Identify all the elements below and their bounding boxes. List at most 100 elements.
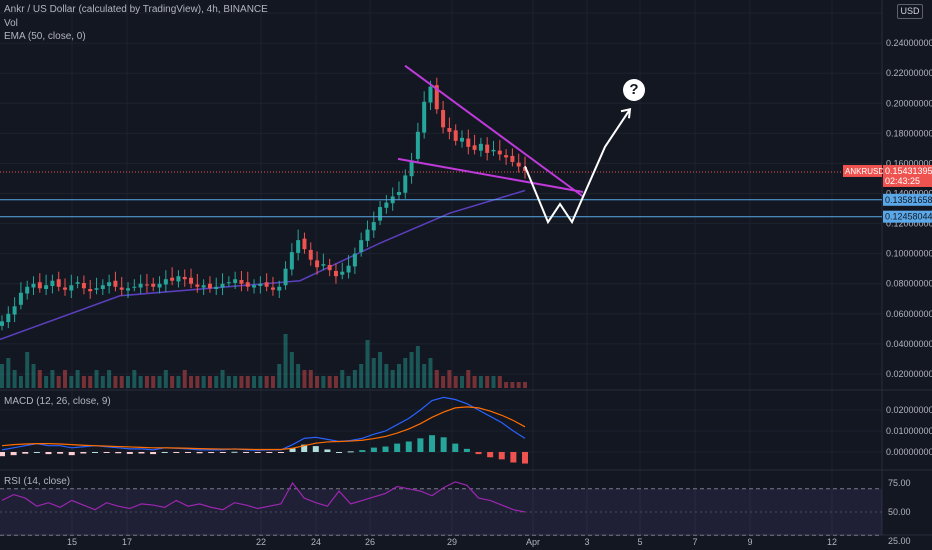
volume-bar [0,364,4,388]
candle-body [459,137,464,142]
candle-body [523,167,527,171]
macd-histogram-bar [463,448,470,452]
macd-histogram-bar [138,452,145,454]
candle-body [63,287,68,290]
candle-body [107,282,112,286]
time-tick-label: 9 [747,537,752,547]
candle-body [283,268,288,286]
last-price-tag-bg [883,164,932,187]
projection-path [524,108,631,225]
price-tick-label: 0.12000000 [886,219,932,229]
macd-legend: MACD (12, 26, close, 9) [4,396,111,407]
macd-histogram-bar [452,443,459,452]
descending-trendline [404,64,584,198]
price-tick-label: 0.08000000 [886,279,932,289]
candle-body [81,282,86,289]
volume-bar [69,376,74,388]
candle-body [302,238,307,250]
candle-body [88,289,93,292]
volume-bar [75,370,80,388]
candle-body [25,286,30,294]
currency-button[interactable]: USD [897,4,923,19]
candle-body [378,207,383,221]
candles [0,77,527,331]
candle-body [214,286,219,290]
candle-body [69,285,74,291]
time-tick-label: 3 [584,537,589,547]
volume-bar [340,370,345,388]
macd-histogram-bar [266,452,273,453]
volume-bar [157,376,162,388]
candle-body [453,130,458,141]
macd-histogram-bar [440,437,447,452]
candle-body [157,283,162,288]
volume-bar [63,370,68,388]
price-tick-label: 0.20000000 [886,98,932,108]
volume-bar [170,376,175,388]
macd-histogram-bar [429,435,436,452]
candle-body [126,288,131,291]
symbol-tag-bg [843,164,882,177]
volume-bar [207,376,212,388]
volume-bar [409,352,414,388]
candle-body [516,162,521,167]
volume-bar [302,370,307,388]
candle-body [346,265,351,273]
time-tick-label: 22 [256,537,266,547]
volume-bar [50,370,55,388]
candle-body [138,283,143,288]
candle-body [233,279,238,283]
volume-bar [485,376,490,388]
volume-bar [497,376,502,388]
volume-bar [308,370,313,388]
macd-histogram-bar [231,451,238,453]
candle-body [359,240,364,253]
volume-bar [182,370,187,388]
macd-histogram-bar [417,438,424,452]
volume-bar [81,376,86,388]
macd-histogram-bar [382,446,389,452]
volume-bar [214,376,219,388]
volume-bar [422,364,427,388]
price-tick-label: 0.16000000 [886,158,932,168]
last-price-tag: 0.15431395 [885,166,932,176]
time-tick-label: 7 [692,537,697,547]
grid [0,0,882,535]
macd-histogram-bar [10,452,17,456]
volume-bar [151,376,156,388]
candle-body [100,285,105,290]
time-tick-label: 24 [311,537,321,547]
volume-bar [176,376,181,388]
candle-body [327,264,332,271]
macd-histogram-bar [0,452,5,457]
macd-histogram-bar [126,452,133,454]
volume-bar [252,376,257,388]
macd-histogram-bar [475,452,482,455]
macd-histogram-bar [115,452,122,454]
volume-bar [396,364,401,388]
candle-body [132,286,137,288]
candle-body [289,252,294,270]
ema-line [0,189,526,341]
time-tick-label: 15 [67,537,77,547]
candle-body [226,282,231,284]
candle-body [478,143,483,151]
volume-bar [346,376,351,388]
volume-bar [352,370,357,388]
volume-bar [126,376,131,388]
candle-body [491,149,496,152]
macd-histogram-bar [510,452,517,463]
macd-histogram-bar [487,452,494,458]
time-tick-label: 17 [122,537,132,547]
volume-bar [132,370,137,388]
macd-histogram-bar [208,452,215,454]
rsi-tick-label: 25.00 [888,536,911,546]
volume-bar [233,376,238,388]
volume-bars [0,334,527,388]
volume-bar [466,370,471,388]
volume-legend: Vol [4,18,18,29]
rsi-legend: RSI (14, close) [4,476,71,487]
candle-body [207,283,212,289]
